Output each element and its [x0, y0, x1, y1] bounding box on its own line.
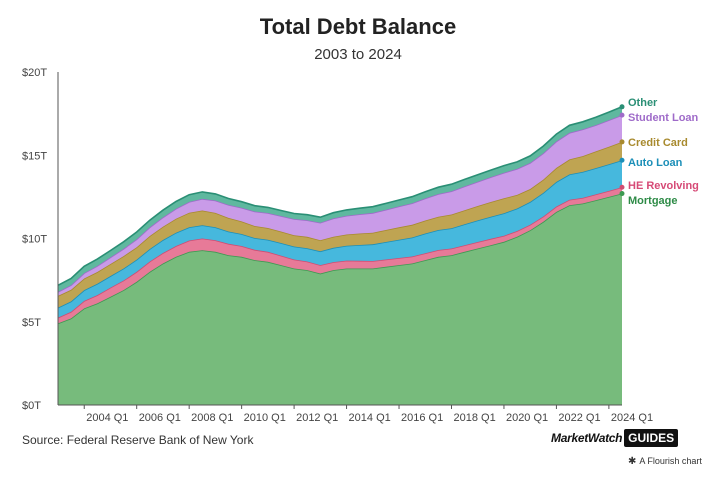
brand-name: MarketWatch: [551, 431, 623, 445]
asterisk-icon: ✱: [628, 456, 637, 467]
area-auto-loan: [58, 160, 622, 318]
marketwatch-guides-logo: MarketWatch GUIDES: [551, 428, 679, 448]
y-tick-label: $10T: [22, 234, 47, 246]
end-dot-mortgage: [619, 191, 625, 197]
y-tick-label: $5T: [22, 317, 41, 329]
x-tick-label: 2010 Q1: [244, 412, 286, 424]
series-label-student-loan: Student Loan: [628, 112, 699, 124]
brand-badge: GUIDES: [624, 429, 679, 447]
series-label-other: Other: [628, 97, 658, 109]
end-dot-credit-card: [619, 139, 625, 145]
chart-subtitle: 2003 to 2024: [314, 46, 402, 63]
chart-title: Total Debt Balance: [259, 14, 457, 39]
series-label-credit-card: Credit Card: [628, 137, 688, 149]
x-tick-label: 2006 Q1: [139, 412, 181, 424]
x-tick-label: 2022 Q1: [558, 412, 600, 424]
x-tick-label: 2020 Q1: [506, 412, 548, 424]
x-tick-label: 2016 Q1: [401, 412, 443, 424]
flourish-credit[interactable]: ✱ A Flourish chart: [628, 456, 702, 467]
x-tick-label: 2018 Q1: [453, 412, 495, 424]
x-tick-label: 2012 Q1: [296, 412, 338, 424]
end-dot-other: [619, 104, 625, 110]
x-tick-label: 2014 Q1: [349, 412, 391, 424]
series-label-auto-loan: Auto Loan: [628, 157, 683, 169]
area-credit-card: [58, 141, 622, 308]
source-note: Source: Federal Reserve Bank of New York: [22, 433, 254, 447]
flourish-credit-text: A Flourish chart: [639, 456, 702, 466]
area-mortgage: [58, 193, 622, 405]
series-label-mortgage: Mortgage: [628, 195, 678, 207]
series-label-he-revolving: HE Revolving: [628, 180, 699, 192]
area-he-revolving: [58, 187, 622, 324]
line-other: [57, 106, 623, 287]
end-dot-auto-loan: [619, 157, 625, 163]
y-tick-label: $15T: [22, 150, 47, 162]
y-tick-label: $20T: [22, 67, 47, 79]
x-tick-label: 2008 Q1: [191, 412, 233, 424]
end-dot-he-revolving: [619, 184, 625, 190]
x-tick-label: 2024 Q1: [611, 412, 653, 424]
x-tick-label: 2004 Q1: [86, 412, 128, 424]
y-tick-label: $0T: [22, 400, 41, 412]
end-dot-student-loan: [619, 112, 625, 118]
